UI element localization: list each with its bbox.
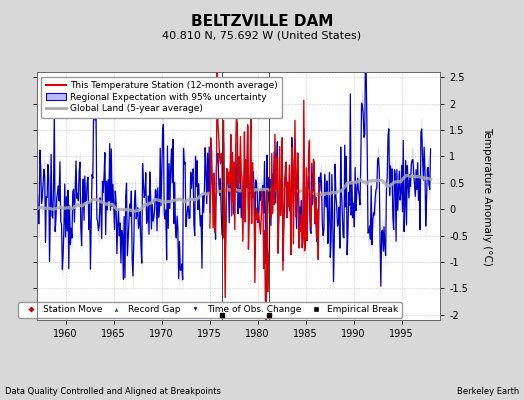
Legend: Station Move, Record Gap, Time of Obs. Change, Empirical Break: Station Move, Record Gap, Time of Obs. C… bbox=[18, 302, 402, 318]
Y-axis label: Temperature Anomaly (°C): Temperature Anomaly (°C) bbox=[482, 126, 492, 266]
Text: Data Quality Controlled and Aligned at Breakpoints: Data Quality Controlled and Aligned at B… bbox=[5, 387, 221, 396]
Text: BELTZVILLE DAM: BELTZVILLE DAM bbox=[191, 14, 333, 29]
Text: Berkeley Earth: Berkeley Earth bbox=[456, 387, 519, 396]
Text: 40.810 N, 75.692 W (United States): 40.810 N, 75.692 W (United States) bbox=[162, 30, 362, 40]
